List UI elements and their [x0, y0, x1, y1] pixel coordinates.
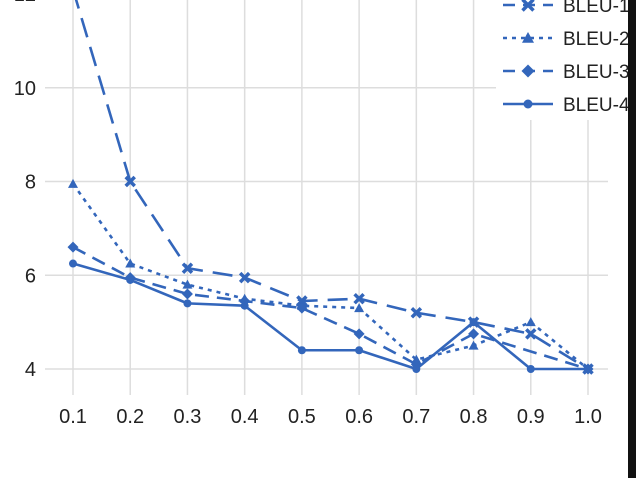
x-tick-label: 0.8 — [460, 406, 488, 428]
legend-label: BLEU-2 — [563, 29, 628, 50]
data-point-marker — [526, 365, 535, 373]
data-point-marker — [183, 299, 192, 308]
data-point-marker — [181, 262, 194, 274]
data-point-marker — [410, 307, 423, 319]
x-tick-label: 0.1 — [59, 406, 87, 428]
data-point-marker — [354, 303, 365, 313]
window-edge — [628, 0, 636, 478]
series-bleu-1 — [74, 0, 594, 375]
data-point-marker — [353, 292, 365, 305]
series-bleu-4 — [69, 259, 592, 373]
legend: BLEU-1 BLEU-2 BLEU-3 BLEU-4 — [496, 0, 628, 120]
x-tick-label: 0.7 — [402, 406, 430, 428]
data-point-marker — [353, 328, 365, 340]
legend-box — [496, 0, 628, 120]
x-tick-label: 0.9 — [517, 406, 545, 428]
x-axis-tick-labels: 0.1 0.2 0.3 0.4 0.5 0.6 0.7 0.8 0.9 1.0 — [59, 406, 602, 428]
data-point-marker — [584, 365, 592, 373]
y-axis-tick-labels: 4 6 8 10 12 — [14, 0, 36, 381]
data-point-marker — [182, 279, 193, 289]
data-point-marker — [296, 302, 308, 314]
series-line-bleu-1 — [74, 0, 589, 371]
x-tick-label: 0.5 — [288, 406, 316, 428]
y-tick-label: 6 — [25, 265, 36, 287]
gridlines — [45, 0, 608, 395]
data-point-marker — [126, 275, 135, 284]
legend-label: BLEU-3 — [563, 62, 628, 83]
x-tick-label: 0.3 — [174, 406, 202, 428]
series-line-bleu-4 — [72, 262, 588, 371]
data-point-marker — [468, 328, 480, 340]
series-line-bleu-2 — [71, 183, 589, 371]
data-point-marker — [468, 340, 479, 350]
y-tick-label: 4 — [25, 359, 36, 381]
legend-label: BLEU-4 — [563, 95, 628, 116]
x-tick-label: 0.4 — [231, 406, 259, 428]
data-point-marker — [525, 328, 537, 340]
y-tick-label: 10 — [14, 78, 36, 100]
data-point-marker — [67, 241, 79, 253]
data-point-marker — [525, 317, 536, 327]
data-point-marker — [238, 271, 251, 284]
data-point-marker — [297, 346, 306, 355]
series-lines — [67, 0, 594, 375]
legend-label: BLEU-1 — [563, 0, 628, 17]
data-point-marker — [355, 346, 364, 355]
data-point-marker — [181, 288, 193, 300]
data-point-marker — [69, 259, 77, 268]
data-point-marker — [412, 365, 421, 373]
y-tick-label: 12 — [14, 0, 36, 6]
legend-marker — [522, 32, 534, 43]
legend-marker — [521, 0, 535, 12]
y-tick-label: 8 — [25, 172, 36, 194]
legend-marker — [523, 99, 533, 109]
data-point-marker — [68, 178, 78, 188]
x-tick-label: 1.0 — [574, 406, 602, 428]
data-point-marker — [240, 301, 249, 310]
data-point-marker — [124, 175, 136, 188]
x-tick-label: 0.2 — [116, 406, 144, 428]
data-point-marker — [125, 258, 136, 268]
legend-marker — [521, 64, 535, 78]
x-tick-label: 0.6 — [345, 406, 373, 428]
data-point-marker — [469, 318, 478, 327]
